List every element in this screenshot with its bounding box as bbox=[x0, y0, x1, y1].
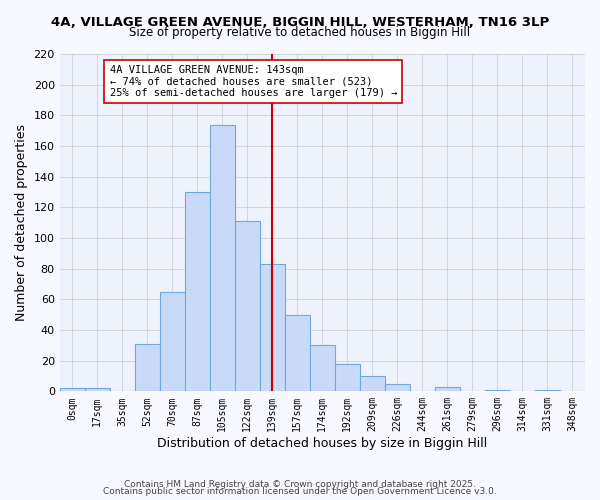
X-axis label: Distribution of detached houses by size in Biggin Hill: Distribution of detached houses by size … bbox=[157, 437, 487, 450]
Bar bbox=[210, 124, 235, 392]
Text: Size of property relative to detached houses in Biggin Hill: Size of property relative to detached ho… bbox=[130, 26, 470, 39]
Bar bbox=[535, 390, 560, 392]
Bar bbox=[59, 388, 85, 392]
Bar bbox=[285, 314, 310, 392]
Y-axis label: Number of detached properties: Number of detached properties bbox=[15, 124, 28, 321]
Bar bbox=[335, 364, 360, 392]
Bar bbox=[85, 388, 110, 392]
Bar bbox=[385, 384, 410, 392]
Bar bbox=[260, 264, 285, 392]
Text: 4A, VILLAGE GREEN AVENUE, BIGGIN HILL, WESTERHAM, TN16 3LP: 4A, VILLAGE GREEN AVENUE, BIGGIN HILL, W… bbox=[51, 16, 549, 29]
Bar bbox=[485, 390, 510, 392]
Text: Contains HM Land Registry data © Crown copyright and database right 2025.: Contains HM Land Registry data © Crown c… bbox=[124, 480, 476, 489]
Bar bbox=[160, 292, 185, 392]
Bar bbox=[135, 344, 160, 392]
Bar bbox=[235, 221, 260, 392]
Bar bbox=[435, 386, 460, 392]
Bar bbox=[185, 192, 210, 392]
Bar bbox=[310, 346, 335, 392]
Bar bbox=[360, 376, 385, 392]
Text: 4A VILLAGE GREEN AVENUE: 143sqm
← 74% of detached houses are smaller (523)
25% o: 4A VILLAGE GREEN AVENUE: 143sqm ← 74% of… bbox=[110, 64, 397, 98]
Text: Contains public sector information licensed under the Open Government Licence v3: Contains public sector information licen… bbox=[103, 487, 497, 496]
